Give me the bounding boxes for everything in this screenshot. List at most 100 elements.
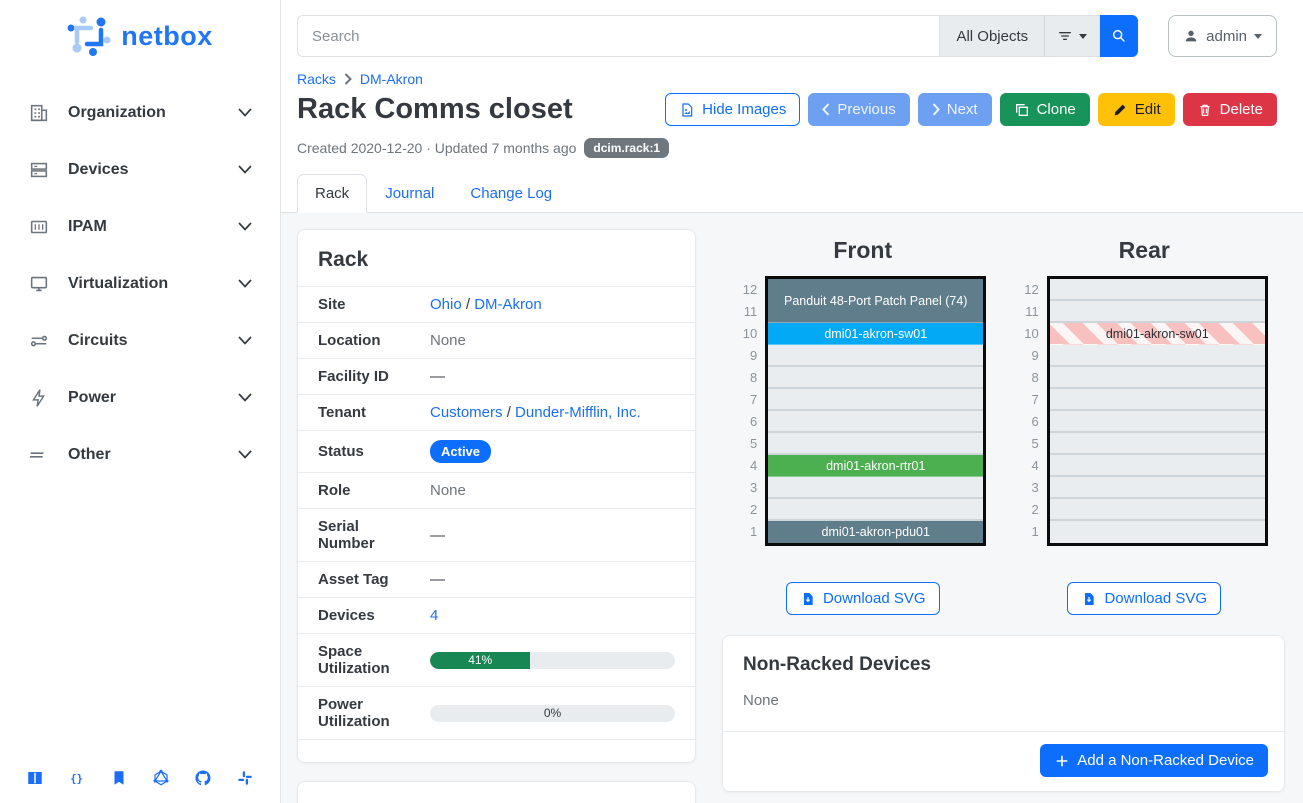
unit-number: 10 bbox=[1024, 326, 1039, 341]
tab-change-log[interactable]: Change Log bbox=[470, 185, 553, 202]
created-updated-text: Created 2020-12-20 · Updated 7 months ag… bbox=[297, 140, 577, 156]
graphql-icon[interactable] bbox=[152, 769, 170, 787]
object-type-badge: dcim.rack:1 bbox=[584, 138, 670, 158]
rack-device[interactable]: dmi01-akron-sw01 bbox=[1049, 323, 1265, 345]
attr-row-power-utilization: Power Utilization 0% bbox=[298, 686, 695, 740]
sidebar-item-virtualization[interactable]: Virtualization bbox=[0, 255, 280, 312]
netbox-logo[interactable]: netbox bbox=[0, 0, 280, 84]
facility-value: — bbox=[410, 358, 695, 395]
empty-rack-unit[interactable] bbox=[768, 389, 984, 411]
attr-row-space-utilization: Space Utilization 41% bbox=[298, 633, 695, 687]
chevron-down-icon bbox=[238, 393, 252, 402]
github-icon[interactable] bbox=[194, 769, 212, 787]
tenant-link[interactable]: Dunder-Mifflin, Inc. bbox=[515, 404, 641, 421]
empty-rack-unit[interactable] bbox=[1049, 367, 1265, 389]
empty-rack-unit[interactable] bbox=[1049, 433, 1265, 455]
breadcrumb-link-racks[interactable]: Racks bbox=[297, 71, 336, 87]
rack-device[interactable]: Panduit 48-Port Patch Panel (74) bbox=[768, 279, 984, 323]
sidebar-item-label: IPAM bbox=[68, 217, 107, 235]
copy-icon bbox=[1015, 103, 1028, 116]
tab-rack[interactable]: Rack bbox=[297, 174, 368, 213]
empty-rack-unit[interactable] bbox=[768, 411, 984, 433]
unit-number: 2 bbox=[1031, 502, 1039, 517]
edit-button[interactable]: Edit bbox=[1097, 93, 1175, 126]
unit-number: 8 bbox=[1031, 370, 1039, 385]
attr-row-asset-tag: Asset Tag — bbox=[298, 561, 695, 598]
svg-text:{}: {} bbox=[70, 773, 83, 785]
search-filter-button[interactable] bbox=[1045, 15, 1101, 57]
site-link[interactable]: DM-Akron bbox=[474, 296, 542, 313]
empty-rack-unit[interactable] bbox=[768, 345, 984, 367]
empty-rack-unit[interactable] bbox=[768, 477, 984, 499]
topbar: All Objects admin bbox=[281, 0, 1303, 57]
slack-icon[interactable] bbox=[236, 769, 254, 787]
empty-rack-unit[interactable] bbox=[1049, 411, 1265, 433]
sidebar-item-power[interactable]: Power bbox=[0, 369, 280, 426]
add-non-racked-device-button[interactable]: Add a Non-Racked Device bbox=[1040, 744, 1268, 777]
delete-label: Delete bbox=[1219, 101, 1263, 118]
rest-api-icon[interactable]: {} bbox=[68, 769, 86, 787]
empty-rack-unit[interactable] bbox=[1049, 455, 1265, 477]
sidebar-item-other[interactable]: Other bbox=[0, 426, 280, 483]
rack-device[interactable]: dmi01-akron-pdu01 bbox=[768, 521, 984, 543]
sidebar-item-ipam[interactable]: IPAM bbox=[0, 198, 280, 255]
image-file-icon bbox=[682, 102, 693, 117]
attr-row-serial: Serial Number — bbox=[298, 508, 695, 562]
user-menu-button[interactable]: admin bbox=[1168, 15, 1277, 57]
tab-journal[interactable]: Journal bbox=[385, 185, 435, 202]
tenant-group-link[interactable]: Customers bbox=[430, 404, 503, 421]
empty-rack-unit[interactable] bbox=[1049, 521, 1265, 543]
empty-rack-unit[interactable] bbox=[1049, 499, 1265, 521]
trash-icon bbox=[1199, 104, 1210, 116]
devices-count-link[interactable]: 4 bbox=[430, 607, 439, 624]
empty-rack-unit[interactable] bbox=[1049, 389, 1265, 411]
empty-rack-unit[interactable] bbox=[768, 433, 984, 455]
empty-rack-unit[interactable] bbox=[768, 367, 984, 389]
rack-device[interactable]: dmi01-akron-rtr01 bbox=[768, 455, 984, 477]
unit-number: 2 bbox=[750, 502, 758, 517]
chevron-down-icon bbox=[238, 450, 252, 459]
sidebar-item-organization[interactable]: Organization bbox=[0, 84, 280, 141]
rack-device[interactable]: dmi01-akron-sw01 bbox=[768, 323, 984, 345]
attr-label: Devices bbox=[298, 597, 410, 634]
sidebar-item-devices[interactable]: Devices bbox=[0, 141, 280, 198]
virtualization-icon bbox=[30, 276, 48, 291]
breadcrumb-link-site[interactable]: DM-Akron bbox=[359, 71, 423, 87]
delete-button[interactable]: Delete bbox=[1182, 93, 1277, 126]
docs-book-icon[interactable] bbox=[26, 769, 44, 787]
hide-images-button[interactable]: Hide Images bbox=[665, 93, 801, 126]
rack-units-rear: dmi01-akron-sw01 bbox=[1046, 276, 1268, 546]
sidebar-footer: {} bbox=[0, 769, 280, 803]
unit-number: 12 bbox=[742, 282, 758, 297]
search-submit-button[interactable] bbox=[1100, 15, 1139, 57]
hide-images-label: Hide Images bbox=[702, 101, 787, 118]
empty-rack-unit[interactable] bbox=[768, 499, 984, 521]
unit-number: 3 bbox=[750, 480, 758, 495]
sidebar-item-label: Organization bbox=[68, 103, 166, 121]
previous-button[interactable]: Previous bbox=[808, 93, 910, 126]
site-group-link[interactable]: Ohio bbox=[430, 296, 462, 313]
attr-label: Tenant bbox=[298, 394, 410, 431]
chevron-down-icon bbox=[238, 165, 252, 174]
download-svg-button-front[interactable]: Download SVG bbox=[785, 582, 940, 615]
next-button[interactable]: Next bbox=[917, 93, 992, 126]
sidebar-item-circuits[interactable]: Circuits bbox=[0, 312, 280, 369]
download-svg-button-rear[interactable]: Download SVG bbox=[1067, 582, 1222, 615]
card-title: Rack bbox=[318, 248, 369, 271]
empty-rack-unit[interactable] bbox=[1049, 279, 1265, 301]
empty-rack-unit[interactable] bbox=[1049, 477, 1265, 499]
search-scope-button[interactable]: All Objects bbox=[939, 15, 1046, 57]
next-card-partial bbox=[297, 781, 696, 803]
organization-icon bbox=[30, 104, 48, 121]
file-download-icon bbox=[803, 592, 813, 605]
main-area: All Objects admin Racks DM-Akron bbox=[281, 0, 1303, 803]
empty-rack-unit[interactable] bbox=[1049, 301, 1265, 323]
empty-rack-unit[interactable] bbox=[1049, 345, 1265, 367]
clone-button[interactable]: Clone bbox=[999, 93, 1090, 126]
api-docs-icon[interactable] bbox=[110, 769, 128, 787]
search-input[interactable] bbox=[297, 15, 940, 57]
unit-number: 11 bbox=[1025, 304, 1039, 319]
attr-label: Location bbox=[298, 322, 410, 359]
status-badge: Active bbox=[430, 440, 492, 463]
